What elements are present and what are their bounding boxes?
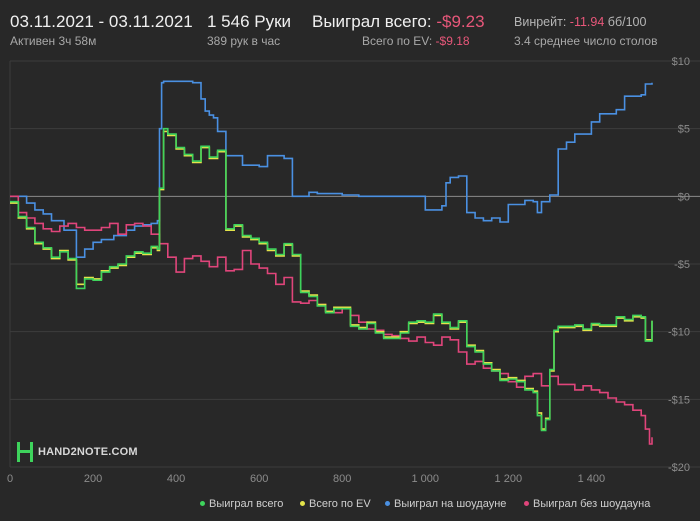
hand2note-logo-icon <box>17 442 33 462</box>
x-tick-label: 800 <box>333 473 351 485</box>
hands-per-hour: 389 рук в час <box>207 34 281 48</box>
legend-dot-icon <box>385 500 390 506</box>
chart-lines <box>10 80 653 445</box>
y-tick-label: -$10 <box>668 327 690 339</box>
series-line <box>10 80 653 258</box>
legend-item-showdown[interactable]: Выиграл на шоудауне <box>385 498 506 510</box>
legend-dot-icon <box>200 500 205 506</box>
winrate-label: Винрейт: <box>514 15 567 29</box>
x-tick-label: 0 <box>7 473 13 485</box>
x-tick-label: 200 <box>84 473 102 485</box>
legend-label: Выиграл на шоудауне <box>394 498 507 510</box>
winrate: Винрейт: -11.94 бб/100 <box>514 15 646 29</box>
series-line <box>10 130 653 430</box>
y-tick-label: $10 <box>672 56 690 68</box>
series-line <box>10 127 653 432</box>
y-tick-label: $5 <box>678 124 690 136</box>
legend-label: Выиграл без шоудауна <box>533 498 651 510</box>
chart-ticks: $10 $5 $0 -$5 -$10 -$15 -$20 0 200 400 600 800 1 000… <box>7 56 690 485</box>
x-tick-label: 600 <box>250 473 268 485</box>
won-total-label: Выиграл всего: <box>312 12 432 31</box>
won-total: Выиграл всего: -$9.23 <box>312 12 485 32</box>
legend-item-ev[interactable]: Всего по EV <box>300 498 371 510</box>
y-tick-label: -$5 <box>674 259 690 271</box>
winrate-unit: бб/100 <box>607 15 647 29</box>
winrate-value: -11.94 <box>569 15 605 29</box>
legend-dot-icon <box>524 500 529 506</box>
x-tick-label: 1 200 <box>495 473 523 485</box>
hand2note-logo: HAND2NOTE.COM <box>16 441 138 463</box>
y-tick-label: $0 <box>678 191 690 203</box>
legend-label: Выиграл всего <box>209 498 284 510</box>
legend-item-won-total[interactable]: Выиграл всего <box>200 498 283 510</box>
y-tick-label: -$15 <box>668 394 690 406</box>
x-tick-label: 400 <box>167 473 185 485</box>
active-time: Активен 3ч 58м <box>10 34 97 48</box>
legend-item-non-showdown[interactable]: Выиграл без шоудауна <box>524 498 650 510</box>
x-tick-label: 1 000 <box>411 473 439 485</box>
won-total-value: -$9.23 <box>436 12 485 31</box>
ev-label: Всего по EV: <box>362 34 433 48</box>
legend-dot-icon <box>300 500 305 506</box>
avg-tables: 3.4 среднее число столов <box>514 34 658 48</box>
series-line <box>10 195 653 445</box>
ev-total: Всего по EV: -$9.18 <box>362 34 470 48</box>
x-tick-label: 1 400 <box>578 473 606 485</box>
hand2note-logo-text: HAND2NOTE.COM <box>38 446 138 458</box>
legend-label: Всего по EV <box>309 498 371 510</box>
y-tick-label: -$20 <box>668 462 690 474</box>
hands-count: 1 546 Руки <box>207 12 292 31</box>
date-range: 03.11.2021 - 03.11.2021 <box>10 12 193 31</box>
ev-value: -$9.18 <box>435 34 470 48</box>
